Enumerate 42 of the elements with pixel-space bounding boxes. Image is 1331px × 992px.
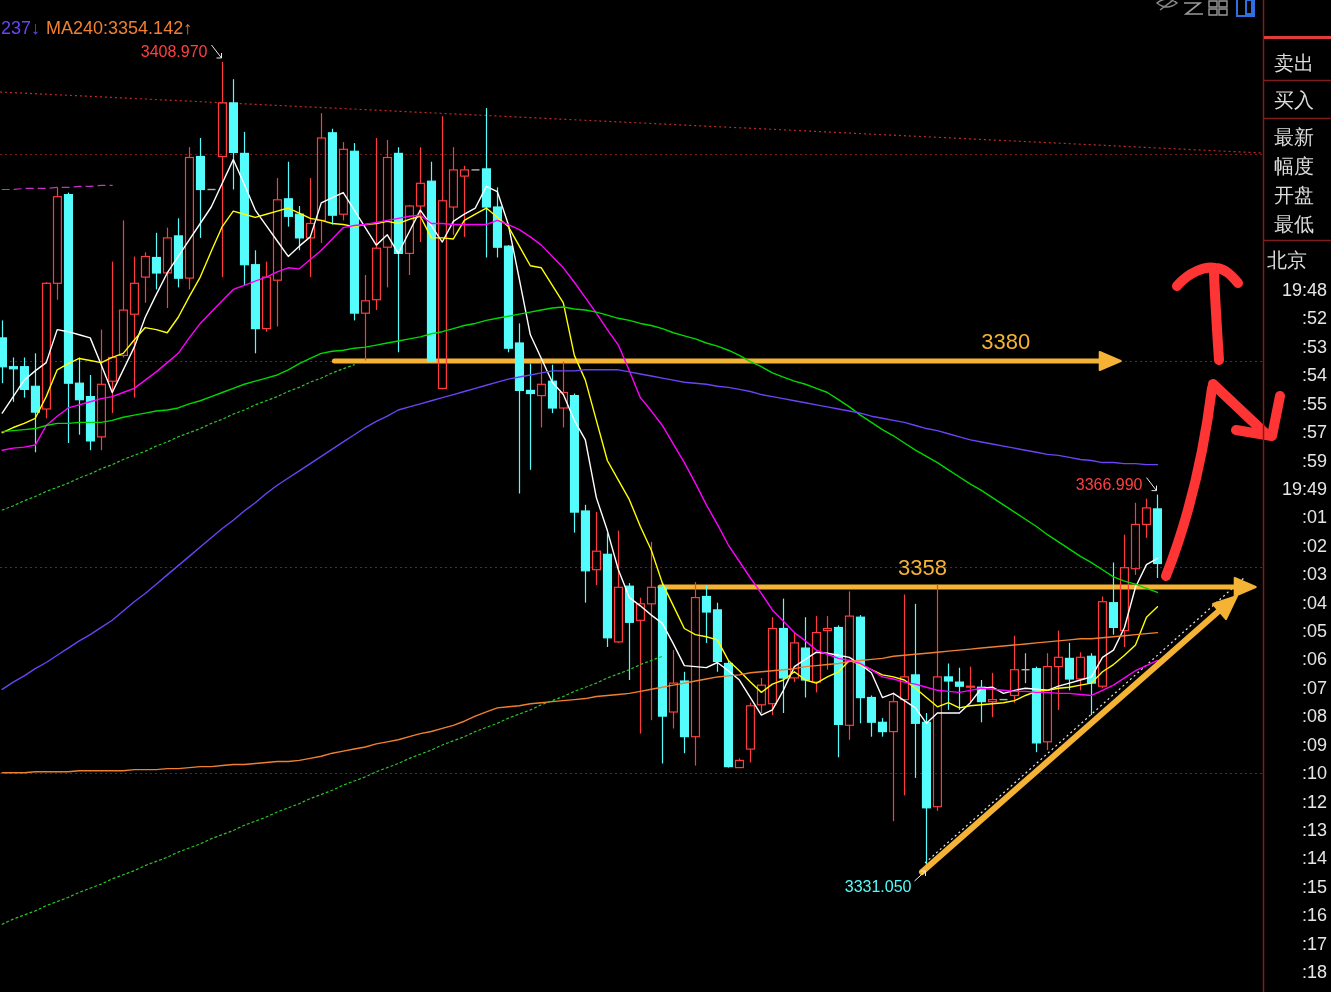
side-label: :15 bbox=[1301, 876, 1327, 897]
annotation: 3366.990 bbox=[1075, 475, 1157, 493]
side-label: :10 bbox=[1301, 763, 1327, 784]
side-label: :14 bbox=[1301, 848, 1327, 869]
side-label: 幅度 bbox=[1274, 155, 1314, 177]
annotation: 3408.970 bbox=[140, 43, 222, 60]
ref-line: 3358 bbox=[657, 555, 1240, 590]
side-label: :12 bbox=[1301, 791, 1327, 812]
side-label: :05 bbox=[1301, 621, 1327, 641]
annotation: 3331.050 bbox=[844, 870, 926, 895]
side-label: 开盘 bbox=[1274, 184, 1314, 206]
side-label: :02 bbox=[1301, 535, 1327, 556]
side-label: :52 bbox=[1301, 308, 1327, 329]
side-label: 最低 bbox=[1274, 213, 1314, 235]
side-label: :08 bbox=[1301, 706, 1327, 727]
ref-line-label: 3358 bbox=[898, 555, 947, 580]
side-label: :06 bbox=[1301, 649, 1327, 670]
side-label: 19:49 bbox=[1281, 478, 1327, 499]
side-label: 卖出 bbox=[1274, 52, 1314, 74]
side-label: :55 bbox=[1301, 393, 1327, 414]
side-label: :03 bbox=[1301, 564, 1327, 585]
ref-line-label: 3380 bbox=[981, 329, 1031, 354]
annotation: 3366.990 bbox=[1075, 475, 1143, 493]
side-label: 北京 bbox=[1267, 249, 1307, 271]
side-label: :57 bbox=[1301, 422, 1327, 443]
side-label: :16 bbox=[1301, 905, 1327, 926]
side-label: :18 bbox=[1301, 962, 1327, 982]
side-label: 19:48 bbox=[1281, 280, 1327, 300]
side-label: 买入 bbox=[1274, 89, 1314, 111]
side-label: :54 bbox=[1301, 365, 1327, 386]
side-label: :53 bbox=[1301, 336, 1327, 357]
side-label: :59 bbox=[1301, 450, 1327, 471]
series-name: MA240:3354.142↑ bbox=[46, 18, 193, 38]
side-label: 最新 bbox=[1274, 126, 1314, 148]
side-label: :09 bbox=[1301, 734, 1327, 755]
side-label: :04 bbox=[1301, 592, 1327, 613]
side-label: :07 bbox=[1301, 677, 1327, 698]
series-name: 237↓ bbox=[1, 18, 41, 38]
ref-line: 3380 bbox=[331, 329, 1105, 364]
side-label: :01 bbox=[1301, 507, 1327, 528]
side-label: :13 bbox=[1301, 819, 1327, 840]
side-label: :17 bbox=[1301, 933, 1327, 954]
